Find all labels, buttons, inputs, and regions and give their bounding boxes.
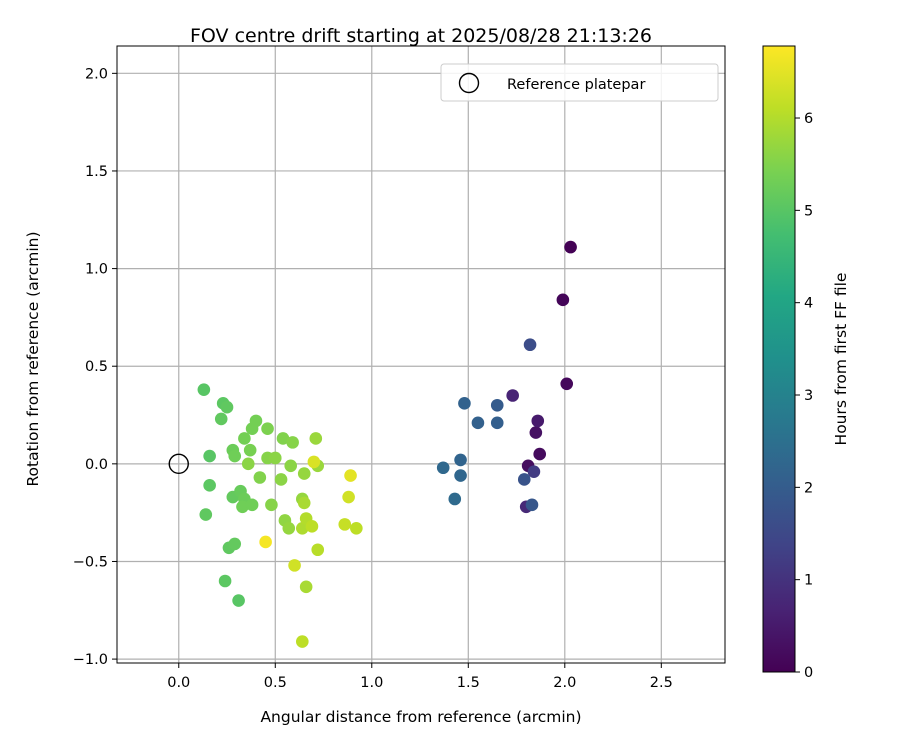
scatter-point (342, 490, 355, 504)
scatter-point (454, 469, 467, 482)
colorbar: 0 1 2 3 4 5 6 Hours from first FF file (762, 45, 850, 681)
scatter-point (286, 436, 299, 449)
scatter-point (471, 416, 485, 430)
scatter-point (274, 473, 288, 486)
scatter-point (268, 451, 282, 465)
colorbar-label: Hours from first FF file (832, 273, 850, 446)
scatter-point (458, 397, 471, 410)
scatter-point (218, 574, 232, 588)
x-tick-label: 1.0 (360, 675, 383, 691)
scatter-point (295, 635, 309, 648)
scatter-point (527, 465, 541, 478)
y-tick-label: 0.0 (85, 457, 108, 473)
scatter-point (525, 498, 539, 512)
scatter-point (199, 508, 213, 521)
colorbar-tick-label: 6 (804, 111, 813, 127)
x-tick-label: 2.0 (553, 675, 576, 691)
scatter-point (220, 400, 234, 414)
y-tick-label: 1.5 (85, 164, 108, 180)
y-tick-label: −1.0 (73, 652, 108, 668)
colorbar-gradient (762, 45, 796, 673)
scatter-point (228, 449, 242, 463)
scatter-point (288, 559, 301, 572)
scatter-point (564, 240, 577, 254)
scatter-point (243, 443, 257, 457)
scatter-point (533, 447, 547, 461)
legend-marker-icon (458, 72, 480, 94)
y-tick-label: 2.0 (85, 66, 108, 82)
scatter-point (228, 537, 242, 551)
scatter-point (529, 426, 543, 439)
y-tick-label: 1.0 (85, 262, 108, 278)
scatter-point (309, 432, 323, 445)
colorbar-tick-label: 0 (804, 665, 813, 681)
scatter-point (249, 414, 263, 428)
scatter-point (197, 383, 211, 396)
legend-label: Reference platepar (507, 77, 645, 93)
legend-box (440, 63, 719, 102)
y-tick-label: 0.5 (85, 359, 108, 375)
plot-area-frame (116, 45, 726, 664)
chart-title: FOV centre drift starting at 2025/08/28 … (190, 25, 652, 47)
scatter-point (338, 518, 352, 531)
x-tick-label: 0.5 (264, 675, 287, 691)
y-tick-label: −0.5 (73, 554, 108, 570)
scatter-point (517, 473, 531, 486)
scatter-point (232, 594, 245, 607)
scatter-point (531, 414, 545, 428)
scatter-point (245, 498, 259, 512)
legend: Reference platepar (440, 63, 719, 102)
scatter-point (560, 377, 574, 391)
scatter-point (253, 471, 267, 484)
scatter-point (299, 580, 313, 594)
scatter-point (261, 422, 274, 435)
colorbar-tick-label: 4 (804, 296, 813, 312)
scatter-point (236, 500, 249, 514)
axis-ticks: 0.0 0.5 1.0 1.5 2.0 2.5 −1.0 −0.5 0.0 0.5 1.0 1.5 2.… (73, 66, 673, 691)
scatter-point (307, 455, 321, 469)
scatter-point (238, 432, 251, 445)
scatter-point (203, 449, 216, 463)
x-tick-label: 1.5 (457, 675, 480, 691)
colorbar-ticks: 0 1 2 3 4 5 6 (795, 111, 813, 681)
scatter-point (259, 535, 272, 549)
x-tick-label: 0.0 (167, 675, 190, 691)
scatter-point (203, 479, 216, 492)
scatter-point (311, 543, 325, 557)
scatter-points (197, 240, 577, 648)
scatter-point (241, 457, 255, 471)
scatter-point (506, 389, 519, 402)
scatter-point (490, 416, 504, 430)
colorbar-tick-label: 1 (804, 573, 813, 589)
scatter-point (350, 521, 363, 535)
scatter-point (344, 469, 357, 482)
colorbar-tick-label: 3 (804, 388, 813, 404)
grid (117, 46, 725, 663)
reference-marker (168, 453, 189, 475)
scatter-point (282, 521, 296, 535)
y-axis-label: Rotation from reference (arcmin) (24, 231, 42, 486)
scatter-point (297, 467, 311, 480)
scatter-point (265, 498, 278, 512)
scatter-point (436, 461, 450, 475)
scatter-point (295, 521, 309, 535)
scatter-point (523, 338, 537, 352)
scatter-point (448, 492, 462, 506)
scatter-point (454, 453, 467, 467)
scatter-point (297, 496, 311, 510)
x-axis-label: Angular distance from reference (arcmin) (260, 708, 581, 726)
scatter-point (276, 432, 290, 445)
scatter-point (556, 293, 570, 307)
scatter-point (284, 459, 298, 473)
colorbar-tick-label: 5 (804, 203, 813, 219)
scatter-point (214, 412, 228, 426)
scatter-point (490, 398, 504, 412)
x-tick-label: 2.5 (650, 675, 673, 691)
scatter-point (305, 520, 319, 533)
colorbar-tick-label: 2 (804, 480, 813, 496)
